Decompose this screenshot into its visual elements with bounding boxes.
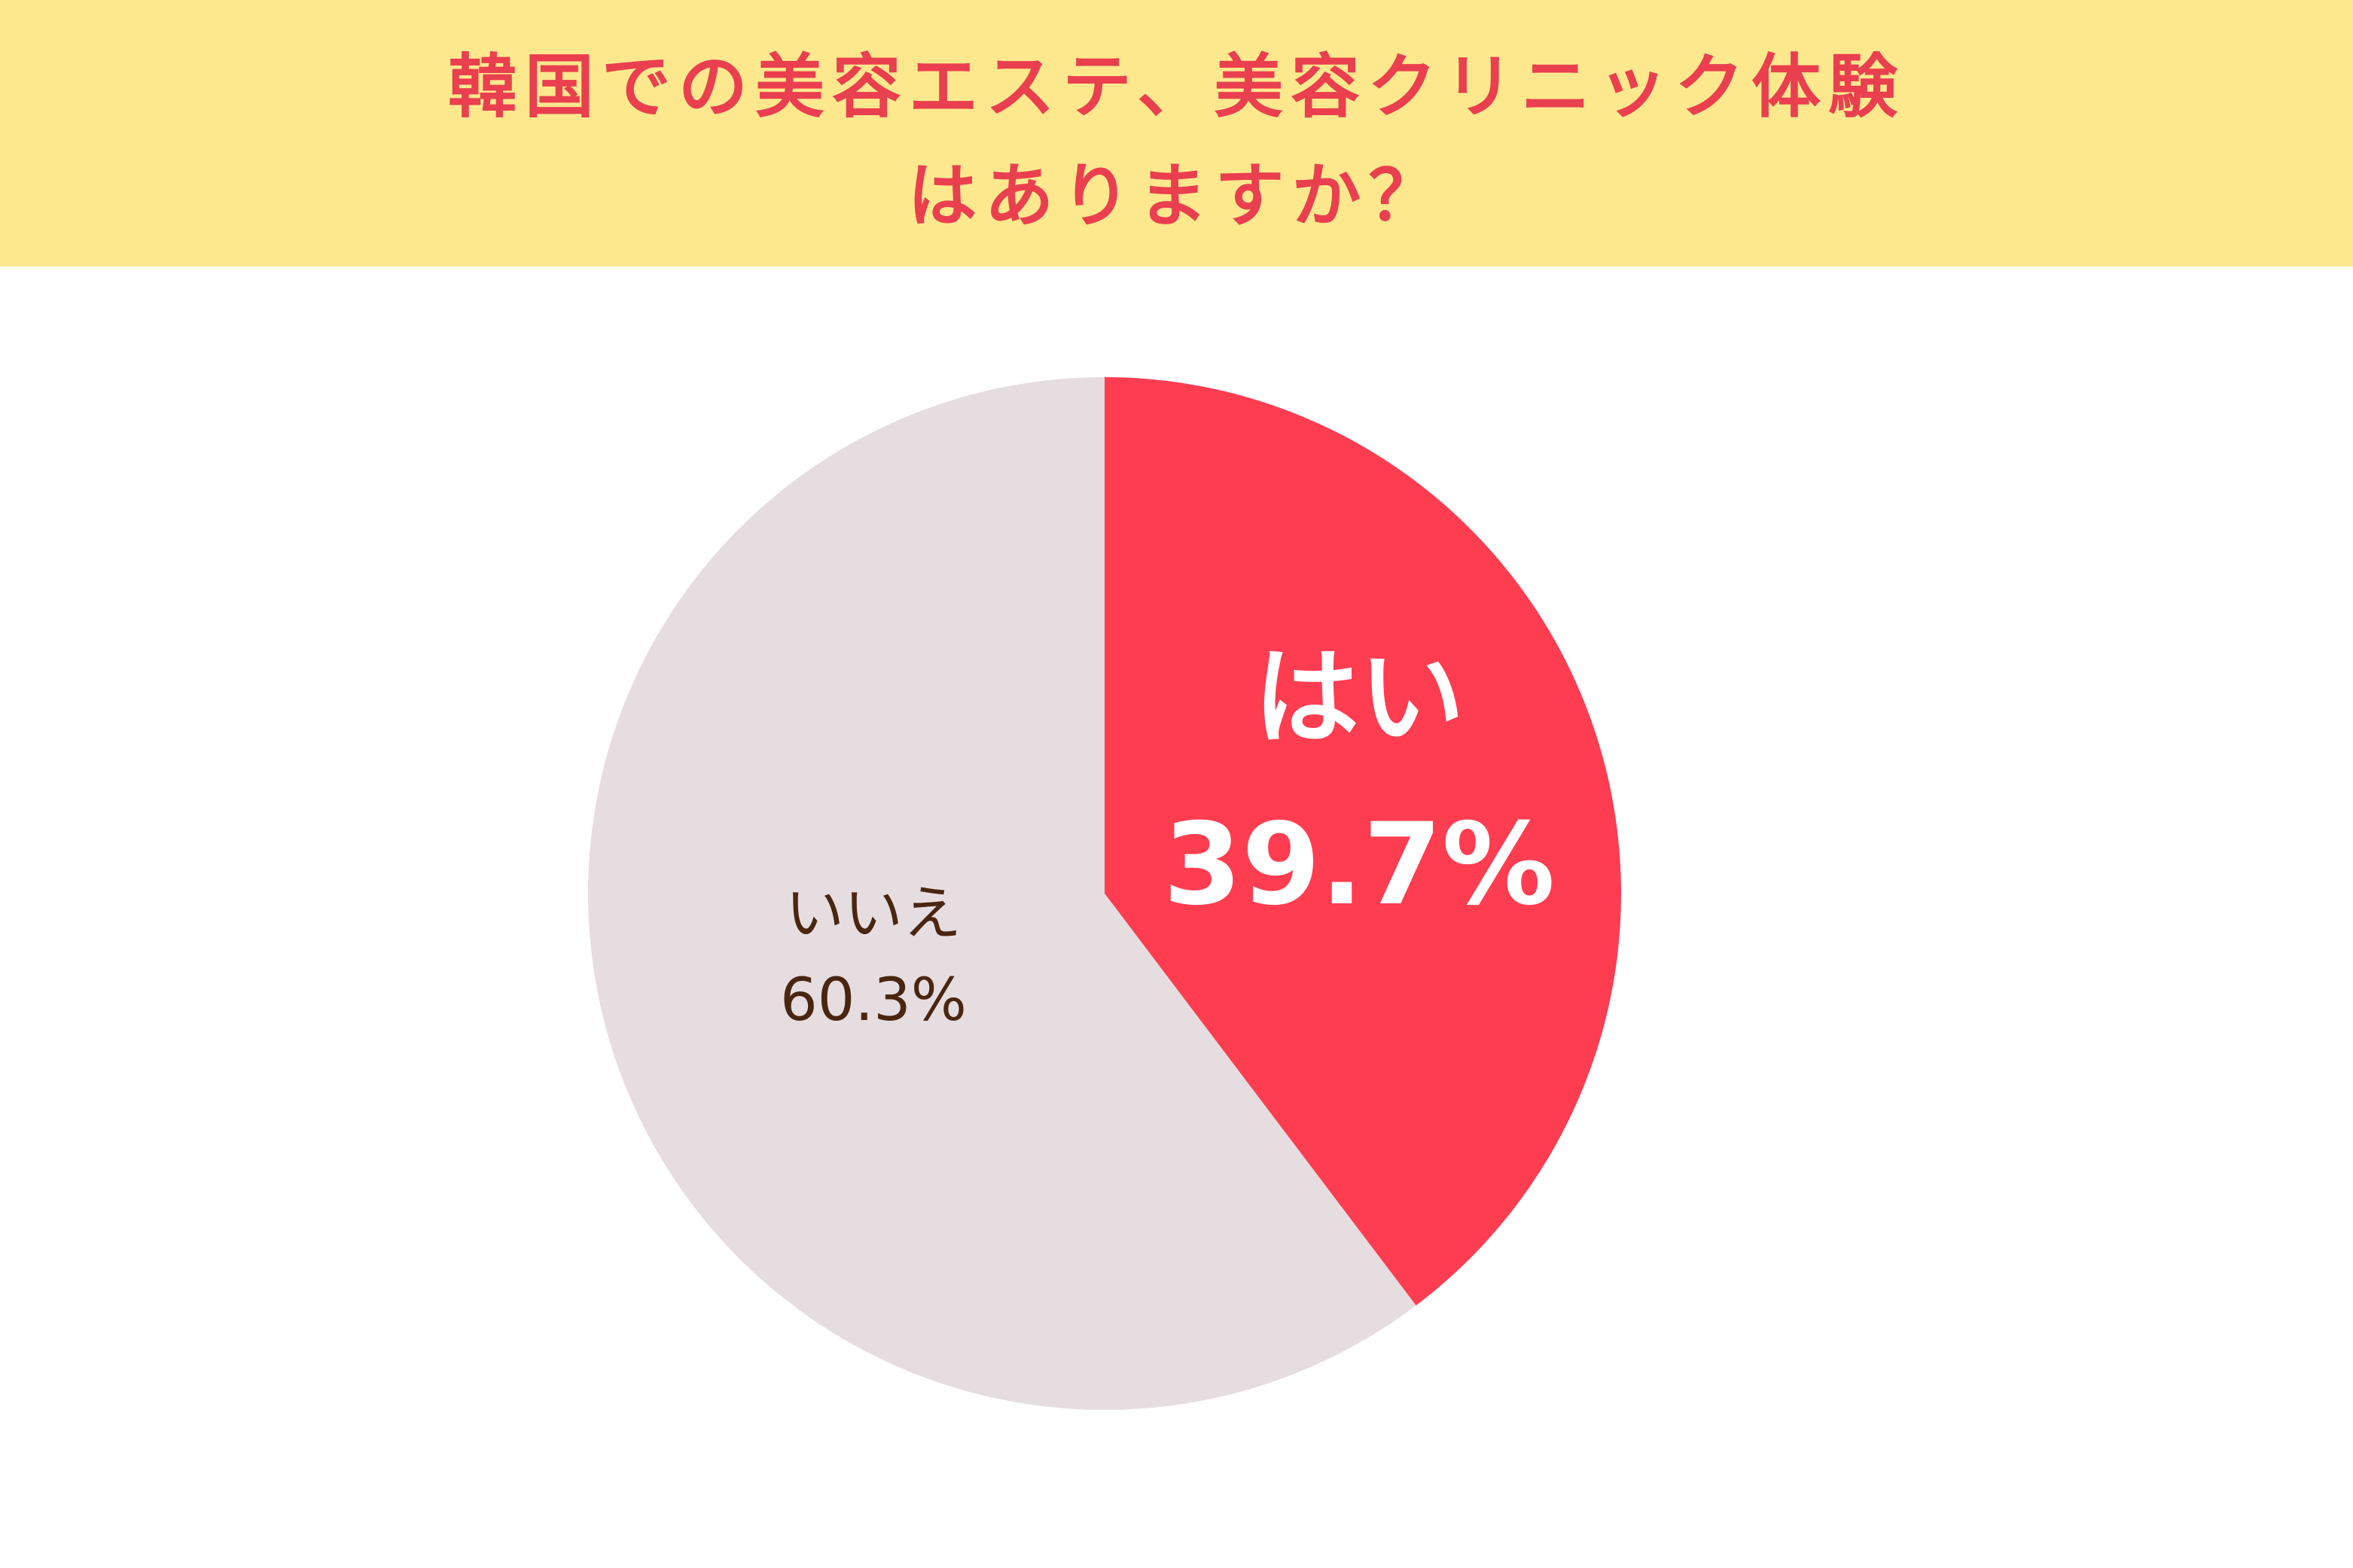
slice-label-yes: はい	[1254, 637, 1465, 760]
chart-title-line-1: 韓国での美容エステ、美容クリニック体験	[447, 47, 1906, 127]
title-banner: 韓国での美容エステ、美容クリニック体験 はありますか？	[0, 0, 2353, 266]
pie-slice-yes	[1105, 377, 1622, 1306]
pie-slice-no	[588, 377, 1416, 1410]
slice-value-no: 60.3%	[780, 967, 967, 1034]
slice-value-yes: 39.7%	[1163, 799, 1555, 930]
slice-label-no: いいえ	[785, 880, 962, 948]
chart-title-line-2: はありますか？	[907, 156, 1446, 236]
